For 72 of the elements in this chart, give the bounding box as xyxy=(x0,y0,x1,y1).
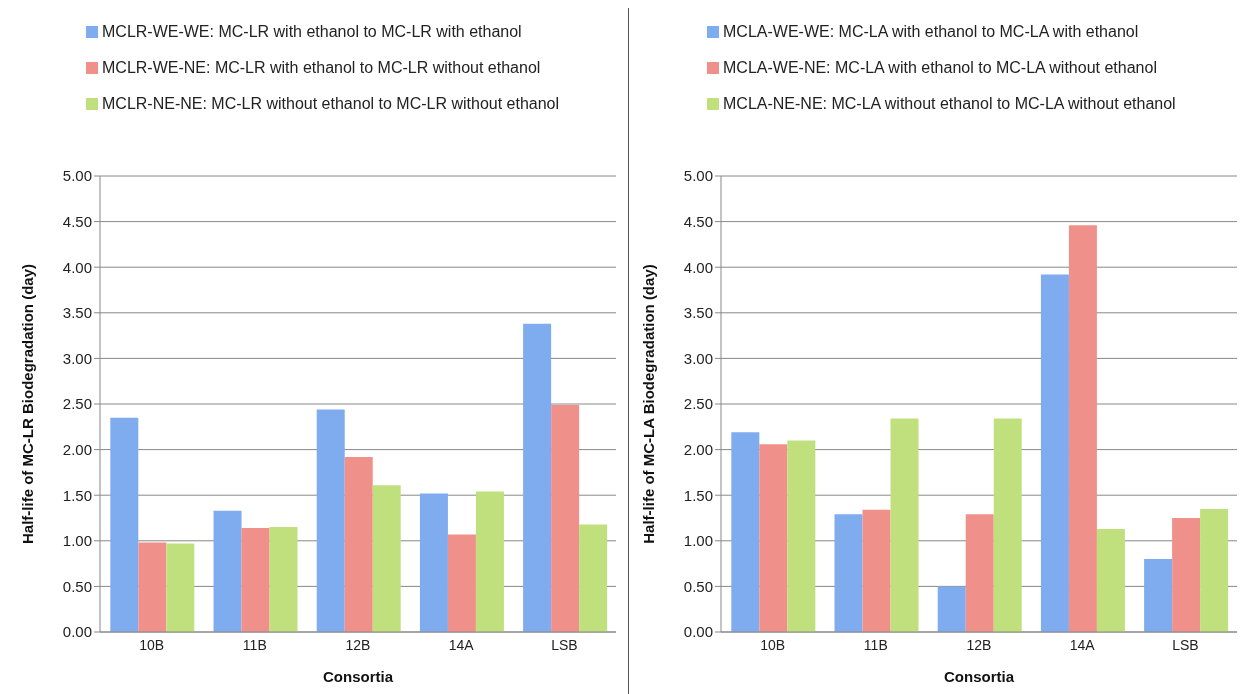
bar xyxy=(1200,508,1229,632)
bar xyxy=(551,404,580,632)
legend-label: MCLR-NE-NE: MC-LR without ethanol to MC-LR without ethanol xyxy=(102,95,560,113)
legend-label: MCLR-WE-WE: MC-LR with ethanol to MC-LR with ethanol xyxy=(102,23,522,41)
bar xyxy=(523,323,552,632)
bar xyxy=(731,432,760,632)
bar xyxy=(834,514,863,632)
y-tick-label: 0.50 xyxy=(62,577,92,595)
bar xyxy=(1172,518,1201,632)
x-tick-label: 11B xyxy=(242,636,267,653)
x-axis-title: Consortia xyxy=(322,668,394,685)
bar xyxy=(269,527,298,632)
y-tick-label: 0.00 xyxy=(62,623,92,641)
y-tick-label: 1.00 xyxy=(62,532,92,550)
y-tick-label: 3.50 xyxy=(62,304,92,322)
y-tick-label: 1.50 xyxy=(683,486,713,504)
bar xyxy=(344,456,373,632)
x-tick-label: 14A xyxy=(448,636,475,653)
y-tick-label: 5.00 xyxy=(683,167,713,185)
bar xyxy=(787,440,816,632)
bar xyxy=(965,514,994,632)
y-tick-label: 1.00 xyxy=(683,532,713,550)
bar xyxy=(890,418,919,632)
legend-label: MCLA-WE-NE: MC-LA with ethanol to MC-LA without ethanol xyxy=(723,59,1157,77)
y-axis-title: Half-life of MC-LR Biodegradation (day) xyxy=(19,264,37,544)
y-tick-label: 2.50 xyxy=(683,395,713,413)
bar xyxy=(372,485,401,632)
bar xyxy=(1040,274,1069,632)
legend-label: MCLA-NE-NE: MC-LA without ethanol to MC-LA without ethanol xyxy=(723,95,1176,113)
y-tick-label: 3.00 xyxy=(62,349,92,367)
y-tick-label: 2.00 xyxy=(62,440,92,458)
bar xyxy=(475,491,504,632)
x-axis-title: Consortia xyxy=(943,668,1015,685)
x-tick-label: 10B xyxy=(139,636,165,653)
bar xyxy=(1068,225,1097,632)
x-tick-label: LSB xyxy=(1172,636,1199,653)
bar xyxy=(447,534,476,632)
y-tick-label: 2.50 xyxy=(62,395,92,413)
legend-label: MCLA-WE-WE: MC-LA with ethanol to MC-LA with ethanol xyxy=(723,23,1139,41)
y-axis-title: Half-life of MC-LA Biodegradation (day) xyxy=(640,264,658,544)
y-tick-label: 4.00 xyxy=(62,258,92,276)
x-tick-label: 12B xyxy=(345,636,371,653)
bar xyxy=(138,542,167,632)
bar xyxy=(213,510,242,632)
bar xyxy=(1096,528,1125,632)
bar xyxy=(316,409,345,632)
bar xyxy=(110,417,139,632)
bar xyxy=(166,543,195,632)
bar xyxy=(993,418,1022,632)
y-tick-label: 0.00 xyxy=(683,623,713,641)
bar xyxy=(937,586,966,632)
x-tick-label: 12B xyxy=(966,636,992,653)
legend-label: MCLR-WE-NE: MC-LR with ethanol to MC-LR without ethanol xyxy=(102,59,541,77)
bar xyxy=(419,493,448,632)
bar xyxy=(241,528,270,632)
y-tick-label: 3.50 xyxy=(683,304,713,322)
y-tick-label: 1.50 xyxy=(62,486,92,504)
bar xyxy=(1144,559,1173,632)
bar xyxy=(579,524,608,632)
x-tick-label: 14A xyxy=(1069,636,1096,653)
bar xyxy=(759,444,788,632)
y-tick-label: 2.00 xyxy=(683,440,713,458)
x-tick-label: LSB xyxy=(551,636,578,653)
y-tick-label: 4.50 xyxy=(683,212,713,230)
y-tick-label: 0.50 xyxy=(683,577,713,595)
x-tick-label: 11B xyxy=(863,636,888,653)
y-tick-label: 4.50 xyxy=(62,212,92,230)
x-tick-label: 10B xyxy=(760,636,786,653)
y-tick-label: 5.00 xyxy=(62,167,92,185)
y-tick-label: 4.00 xyxy=(683,258,713,276)
y-tick-label: 3.00 xyxy=(683,349,713,367)
bar xyxy=(862,509,891,632)
